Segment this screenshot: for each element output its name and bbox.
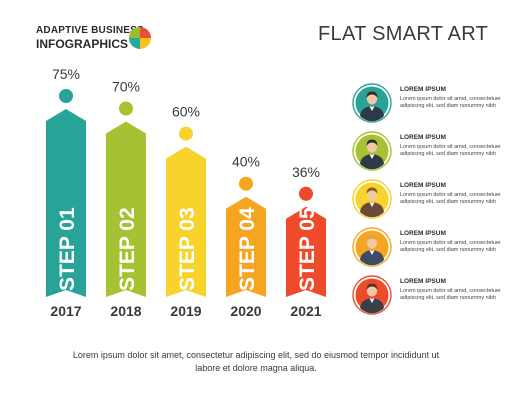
bar xyxy=(226,196,266,297)
value-label: 60% xyxy=(172,104,200,120)
pie-logo-icon xyxy=(129,27,151,49)
step-label: STEP 01 xyxy=(56,207,79,291)
bar-marker-dot xyxy=(179,126,193,141)
legend-item-text: Lorem ipsum dolor sit amet, consectetuer… xyxy=(400,240,501,253)
legend-item: LOREM IPSUM Lorem ipsum dolor sit amet, c… xyxy=(352,83,502,127)
step-label: STEP 03 xyxy=(176,207,199,291)
bar xyxy=(166,146,206,297)
bar-group: 40% STEP 04 2020 xyxy=(226,154,266,319)
brand-title-line1: ADAPTIVE BUSINESS xyxy=(36,25,144,36)
bar-group: 36% STEP 05 2021 xyxy=(286,164,326,319)
year-tick-label: 2018 xyxy=(110,303,141,319)
businessman-icon xyxy=(352,131,392,171)
bar-marker-dot xyxy=(239,176,253,191)
legend-item: LOREM IPSUM Lorem ipsum dolor sit amet, c… xyxy=(352,227,502,271)
legend-item-text: Lorem ipsum dolor sit amet, consectetuer… xyxy=(400,288,501,301)
step-label: STEP 04 xyxy=(236,207,259,291)
bar-marker-dot xyxy=(299,186,313,201)
woman-with-tablet-icon xyxy=(352,179,392,219)
legend-item-text: Lorem ipsum dolor sit amet, consectetuer… xyxy=(400,144,501,157)
bar-marker-dot xyxy=(119,101,133,116)
step-label: STEP 02 xyxy=(116,207,139,291)
year-tick-label: 2021 xyxy=(290,303,321,319)
businesswoman-pointing-icon xyxy=(352,275,392,315)
step-label: STEP 05 xyxy=(296,207,319,291)
woman-with-glasses-icon xyxy=(352,227,392,267)
legend-item-title: LOREM IPSUM xyxy=(400,134,446,141)
legend-item: LOREM IPSUM Lorem ipsum dolor sit amet, c… xyxy=(352,275,502,319)
businesswoman-icon xyxy=(352,83,392,123)
value-label: 36% xyxy=(292,164,320,180)
footer-text: Lorem ipsum dolor sit amet, consectetur … xyxy=(72,350,440,373)
bar-group: 60% STEP 03 2019 xyxy=(166,104,206,319)
brand-title-line2: INFOGRAPHICS xyxy=(36,37,129,51)
legend-item-title: LOREM IPSUM xyxy=(400,230,446,237)
value-label: 40% xyxy=(232,154,260,170)
year-tick-label: 2020 xyxy=(230,303,261,319)
legend-item-text: Lorem ipsum dolor sit amet, consectetuer… xyxy=(400,96,501,109)
year-tick-label: 2019 xyxy=(170,303,201,319)
bar xyxy=(286,206,326,297)
year-tick-label: 2017 xyxy=(50,303,81,319)
value-label: 75% xyxy=(52,66,80,82)
bar xyxy=(106,121,146,298)
bar xyxy=(46,109,86,297)
bar-marker-dot xyxy=(59,89,73,103)
legend-item-title: LOREM IPSUM xyxy=(400,182,446,189)
legend-item: LOREM IPSUM Lorem ipsum dolor sit amet, c… xyxy=(352,179,502,223)
legend-item: LOREM IPSUM Lorem ipsum dolor sit amet, c… xyxy=(352,131,502,175)
page-title: FLAT SMART ART xyxy=(318,23,489,45)
legend-item-title: LOREM IPSUM xyxy=(400,278,446,285)
value-label: 70% xyxy=(112,79,140,95)
brand-block: ADAPTIVE BUSINESS INFOGRAPHICS xyxy=(36,25,144,51)
legend-item-text: Lorem ipsum dolor sit amet, consectetuer… xyxy=(400,192,501,205)
bar-group: 70% STEP 02 2018 xyxy=(106,79,146,319)
legend-item-title: LOREM IPSUM xyxy=(400,86,446,93)
bar-chart: 75% STEP 01 2017 70% STEP 02 2018 60% STEP 03 20… xyxy=(46,66,326,319)
bar-group: 75% STEP 01 2017 xyxy=(46,66,86,319)
